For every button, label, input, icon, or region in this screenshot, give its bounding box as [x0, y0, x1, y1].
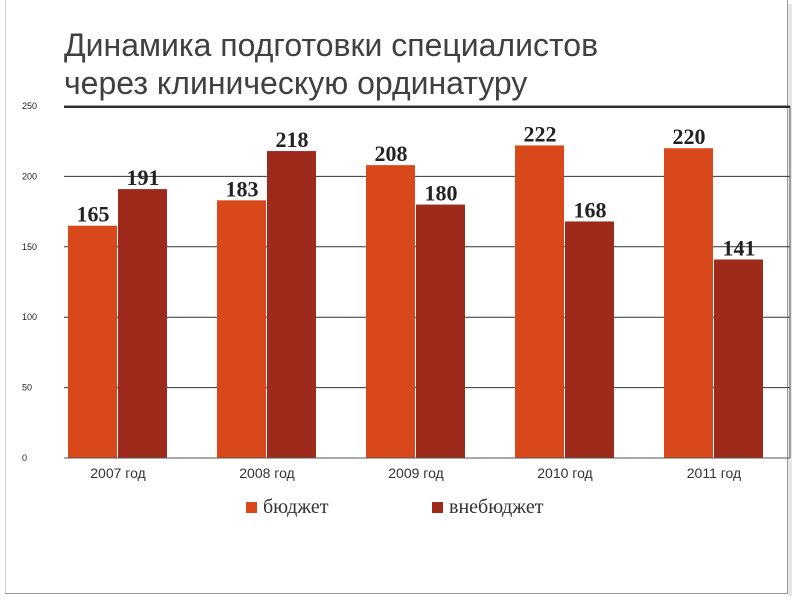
- y-tick-label: 0: [22, 453, 27, 463]
- y-tick-label: 50: [22, 383, 32, 393]
- bar-extrabudget: [267, 151, 316, 458]
- legend-item-extrabudget: внебюджет: [432, 496, 543, 519]
- y-tick-label: 250: [22, 101, 37, 111]
- data-label: 191: [127, 165, 160, 190]
- bar-budget: [515, 145, 564, 458]
- data-label: 168: [574, 197, 607, 222]
- x-tick-label: 2008 год: [239, 465, 294, 481]
- title-rule: [64, 106, 790, 108]
- bar-budget: [664, 148, 713, 459]
- legend-label-extrabudget: внебюджет: [449, 496, 544, 518]
- legend-swatch-budget: [246, 502, 257, 513]
- x-tick-label: 2009 год: [388, 465, 443, 481]
- bar-extrabudget: [565, 221, 614, 458]
- bar-budget: [68, 225, 117, 458]
- y-tick-label: 200: [22, 171, 37, 181]
- x-tick-label: 2007 год: [90, 465, 145, 481]
- bar-extrabudget: [714, 259, 763, 458]
- y-tick-label: 100: [22, 312, 37, 322]
- bar-extrabudget: [416, 204, 465, 458]
- data-label: 218: [276, 127, 309, 152]
- x-tick-label: 2011 год: [687, 465, 741, 481]
- legend-swatch-extrabudget: [432, 502, 443, 513]
- chart-legend: бюджет внебюджет: [246, 484, 676, 524]
- legend-label-budget: бюджет: [263, 496, 329, 518]
- data-label: 222: [524, 121, 557, 146]
- slide-frame: [5, 0, 788, 594]
- bar-budget: [217, 200, 266, 458]
- data-label: 141: [723, 235, 756, 260]
- bar-extrabudget: [118, 189, 167, 458]
- slide-title: Динамика подготовки специалистов через к…: [64, 26, 764, 102]
- data-label: 183: [226, 176, 259, 201]
- data-label: 220: [673, 124, 706, 149]
- data-label: 180: [425, 181, 458, 206]
- slide-title-line2: через клиническую ординатуру: [64, 65, 528, 101]
- legend-item-budget: бюджет: [246, 496, 328, 519]
- data-label: 208: [375, 141, 408, 166]
- slide-title-line1: Динамика подготовки специалистов: [64, 27, 599, 63]
- bar-budget: [366, 165, 415, 459]
- y-tick-label: 150: [22, 242, 37, 252]
- x-tick-label: 2010 год: [537, 465, 592, 481]
- data-label: 165: [77, 202, 110, 227]
